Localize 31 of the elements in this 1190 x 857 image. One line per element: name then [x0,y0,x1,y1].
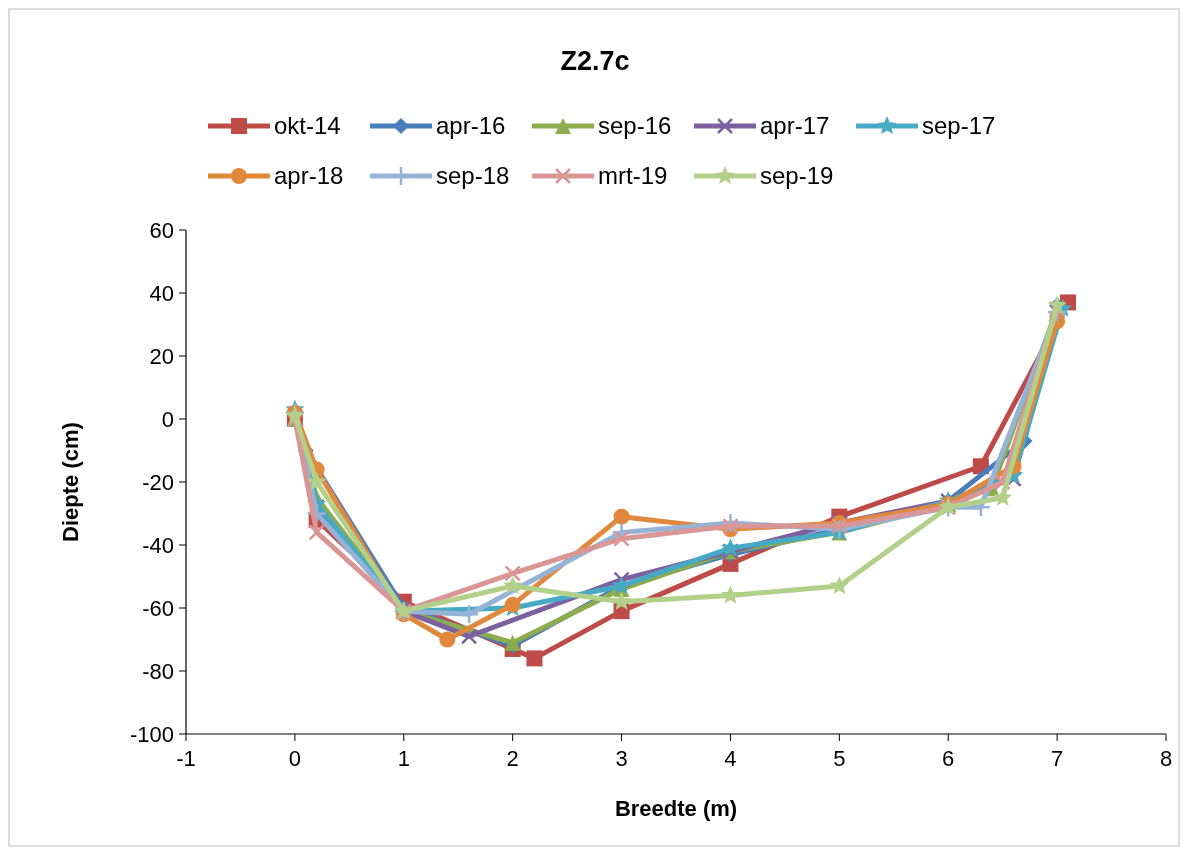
y-tick-label: -80 [142,659,174,684]
y-tick-label: -40 [142,533,174,558]
x-tick-label: 0 [288,746,302,771]
x-tick-label: 7 [1050,746,1064,771]
x-tick-label: 4 [724,746,737,771]
x-tick-label: 3 [615,746,628,771]
y-tick-label: 60 [149,218,174,243]
chart-title: Z2.7c [560,46,630,76]
y-tick-label: 40 [149,281,174,306]
legend-label: sep-16 [598,112,672,139]
legend-label: sep-17 [922,112,996,139]
x-tick-label: 8 [1159,746,1173,771]
y-tick-label: 0 [161,407,174,432]
y-tick-label: -60 [142,596,174,621]
x-tick-label: 2 [506,746,519,771]
legend-label: okt-14 [274,112,341,139]
x-tick-label: 5 [833,746,846,771]
x-tick-label: 1 [397,746,410,771]
y-tick-label: 20 [149,344,174,369]
y-tick-label: -100 [129,722,174,747]
legend-label: sep-18 [436,162,510,189]
legend-label: apr-17 [760,112,830,139]
x-tick-label: -1 [176,746,196,771]
y-axis-title: Diepte (cm) [58,422,83,542]
x-axis-title: Breedte (m) [614,796,738,821]
legend-label: apr-18 [274,162,344,189]
legend-label: mrt-19 [598,162,668,189]
legend-label: sep-19 [760,162,834,189]
x-tick-label: 6 [942,746,955,771]
y-tick-label: -20 [142,470,174,495]
legend-label: apr-16 [436,112,506,139]
